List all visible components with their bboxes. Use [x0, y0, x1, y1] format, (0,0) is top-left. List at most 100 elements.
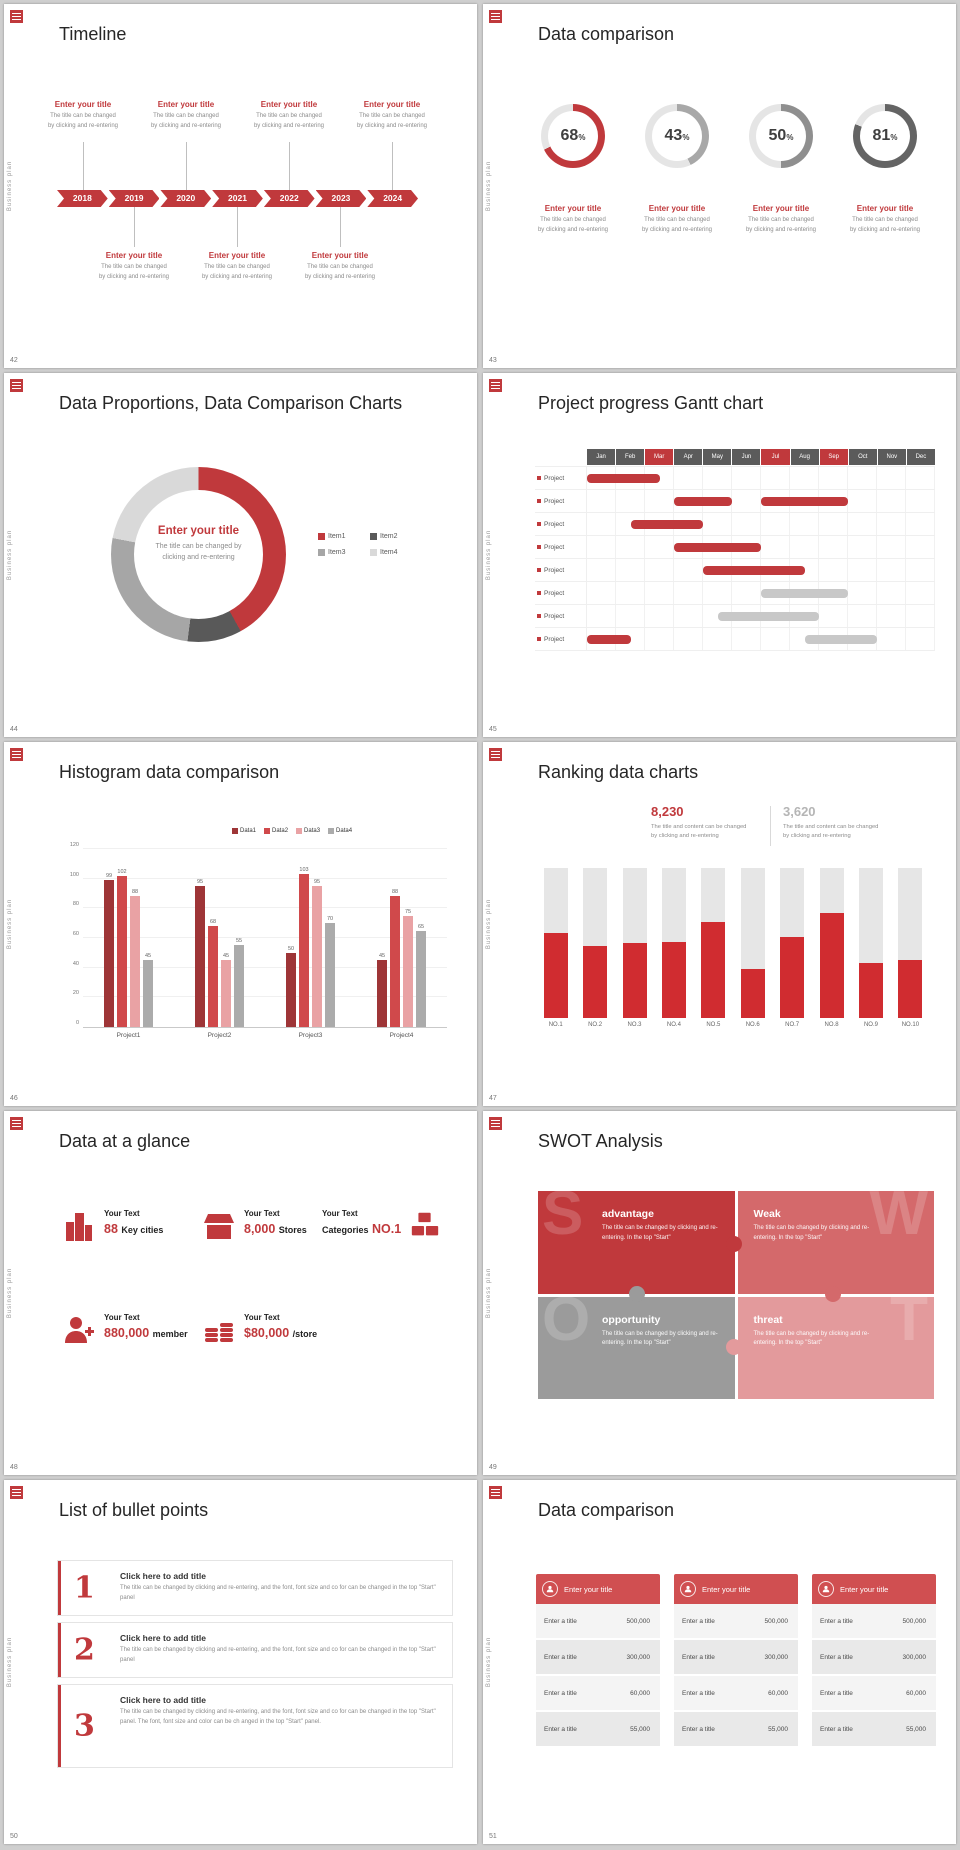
- slide-card-45[interactable]: Business plan 45 Project progress Gantt …: [483, 373, 956, 737]
- legend-swatch: [264, 828, 271, 834]
- donut-progress-ring: 43%: [645, 104, 709, 168]
- slide-card-50[interactable]: Business plan 50 List of bullet points 1…: [4, 1480, 477, 1844]
- ranking-category-label: NO.2: [588, 1022, 603, 1028]
- legend-entry: Data1: [232, 828, 256, 834]
- stat-item: Your Text $80,000 /store: [202, 1313, 317, 1347]
- table-row: Enter a title 55,000: [812, 1712, 936, 1748]
- project-bullet-icon: [537, 545, 541, 549]
- swot-grid: S advantage The title can be changed by …: [538, 1191, 934, 1399]
- slide-number: 51: [489, 1833, 497, 1840]
- project-bullet-icon: [537, 614, 541, 618]
- slide-card-42[interactable]: Business plan 42 Timeline Enter your tit…: [4, 4, 477, 368]
- sidebar-vertical-text: Business plan: [486, 1636, 492, 1688]
- person-icon: [680, 1581, 696, 1597]
- stat-item: Your Text Categories NO.1: [322, 1209, 441, 1241]
- gantt-month-oct: Oct: [848, 449, 877, 465]
- timeline-year-2022: 2022: [264, 190, 315, 207]
- stat-number: 8,000: [244, 1222, 276, 1236]
- store-icon: [202, 1209, 236, 1243]
- histogram-bar: [143, 960, 153, 1027]
- slide-card-43[interactable]: Business plan 43 Data comparison 68% 43%…: [483, 4, 956, 368]
- legend-swatch: [318, 549, 325, 556]
- legend-entry: Item4: [370, 549, 416, 556]
- slide-card-51[interactable]: Business plan 51 Data comparison Enter y…: [483, 1480, 956, 1844]
- gantt-row: Project: [535, 628, 935, 651]
- donut-progress-ring: 50%: [749, 104, 813, 168]
- sidebar-vertical-text: Business plan: [7, 160, 13, 212]
- ranking-bar-track: [543, 868, 568, 1018]
- percent-sign: %: [786, 133, 794, 142]
- page-title: Timeline: [59, 24, 127, 44]
- timeline-item: Enter your title The title can be change…: [304, 251, 376, 280]
- brand-logo-icon: [489, 1486, 502, 1499]
- project-bullet-icon: [537, 522, 541, 526]
- page-title: Histogram data comparison: [59, 762, 280, 782]
- ranking-bar-fill: [740, 968, 765, 1018]
- slide-number: 49: [489, 1464, 497, 1471]
- ring-caption: Enter your title The title can be change…: [849, 204, 921, 233]
- gantt-bar: [703, 566, 805, 575]
- histogram-group: 95 68 45 55: [174, 850, 265, 1027]
- ranking-category-label: NO.3: [627, 1022, 642, 1028]
- timeline-connector: [186, 142, 187, 190]
- gantt-row: Project: [535, 559, 935, 582]
- slide-card-46[interactable]: Business plan 46 Histogram data comparis…: [4, 742, 477, 1106]
- slide-card-48[interactable]: Business plan 48 Data at a glance Your T…: [4, 1111, 477, 1475]
- histogram-category-label: Project2: [207, 1032, 232, 1039]
- stat-item: Your Text 880,000 member: [62, 1313, 188, 1347]
- legend-entry: Data4: [328, 828, 352, 834]
- member-icon: [62, 1313, 96, 1347]
- ring-percent-value: 50: [768, 127, 787, 144]
- legend-swatch: [370, 549, 377, 556]
- timeline-year-2023: 2023: [316, 190, 367, 207]
- gantt-bar: [761, 497, 848, 506]
- swot-opportunity-quadrant: O opportunity The title can be changed b…: [538, 1296, 735, 1399]
- slide-card-47[interactable]: Business plan 47 Ranking data charts 8,2…: [483, 742, 956, 1106]
- ranking-bar-track: [819, 868, 844, 1018]
- page-title: Data at a glance: [59, 1131, 191, 1151]
- histogram-bar: [104, 880, 114, 1027]
- ranking-bar-fill: [780, 937, 805, 1018]
- donut-progress-ring: 68%: [541, 104, 605, 168]
- legend-entry: Data2: [264, 828, 288, 834]
- histogram-bar: [390, 896, 400, 1027]
- page-title: Ranking data charts: [538, 762, 699, 782]
- timeline-year-2024: 2024: [367, 190, 418, 207]
- percent-sign: %: [890, 133, 898, 142]
- accent-rule: [58, 1561, 61, 1615]
- gantt-month-feb: Feb: [616, 449, 645, 465]
- table-row: Enter a title 500,000: [812, 1604, 936, 1640]
- page-title: Data Proportions, Data Comparison Charts: [59, 393, 403, 413]
- ranking-bar-fill: [701, 922, 726, 1018]
- slide-card-49[interactable]: Business plan 49 SWOT Analysis S advanta…: [483, 1111, 956, 1475]
- histogram-bar: [312, 886, 322, 1027]
- ring-caption: Enter your title The title can be change…: [641, 204, 713, 233]
- slide-card-44[interactable]: Business plan 44 Data Proportions, Data …: [4, 373, 477, 737]
- timeline-connector: [83, 142, 84, 190]
- table-row: Enter a title 500,000: [536, 1604, 660, 1640]
- legend-entry: Item3: [318, 549, 364, 556]
- project-bullet-icon: [537, 637, 541, 641]
- gantt-row: Project: [535, 536, 935, 559]
- ranking-bar-track: [583, 868, 608, 1018]
- legend-swatch: [370, 533, 377, 540]
- page-title: List of bullet points: [59, 1500, 209, 1520]
- sidebar-vertical-text: Business plan: [7, 898, 13, 950]
- slide-number: 46: [10, 1095, 18, 1102]
- timeline-connector: [289, 142, 290, 190]
- histogram-bar: [195, 886, 205, 1027]
- ranking-bar-fill: [661, 941, 686, 1018]
- table-row: Enter a title 60,000: [812, 1676, 936, 1712]
- sidebar-vertical-text: Business plan: [486, 160, 492, 212]
- table-header: Enter your title: [812, 1574, 936, 1604]
- table-row: Enter a title 60,000: [536, 1676, 660, 1712]
- histogram-bar: [117, 875, 127, 1027]
- page-title: SWOT Analysis: [538, 1131, 663, 1151]
- stat-divider: [770, 806, 771, 846]
- gantt-row: Project: [535, 582, 935, 605]
- ranking-bar-track: [661, 868, 686, 1018]
- ranking-bar-track: [898, 868, 923, 1018]
- sidebar-vertical-text: Business plan: [486, 898, 492, 950]
- table-row: Enter a title 55,000: [536, 1712, 660, 1748]
- gantt-bar: [804, 635, 877, 644]
